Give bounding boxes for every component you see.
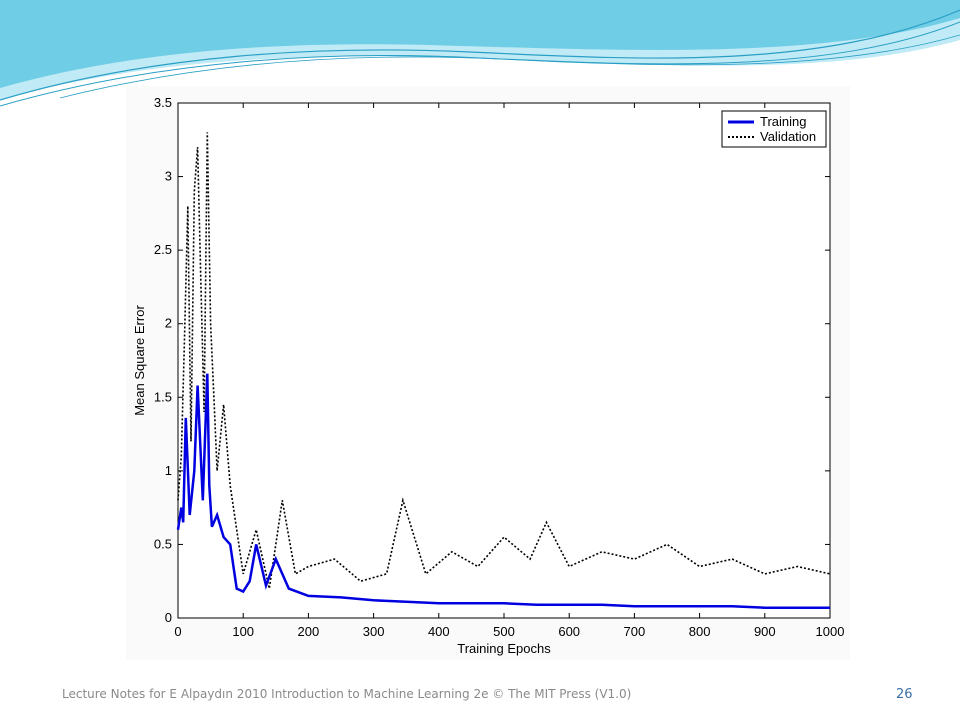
x-tick-label: 900 [754,624,776,639]
footer-note: Lecture Notes for E Alpaydın 2010 Introd… [62,687,632,701]
mse-line-chart: 0 0.5 1 1.5 2 2.5 3 3.5 0 100 200 300 400 500 600 700 80… [132,95,845,656]
x-tick-label: 700 [624,624,646,639]
x-tick-label: 1000 [816,624,845,639]
wave-line-3 [59,34,960,99]
y-tick-label: 1 [165,463,172,478]
y-tick-label: 0 [165,610,172,625]
x-tick-label: 500 [493,624,515,639]
y-tick-label: 2 [165,316,172,331]
x-axis-label: Training Epochs [457,641,551,656]
x-tick-label: 400 [428,624,450,639]
page-number: 26 [896,687,913,702]
series-line-validation [177,132,831,589]
y-tick-label: 3.5 [154,95,172,110]
x-tick-label: 200 [298,624,320,639]
legend-label-validation: Validation [760,129,816,144]
y-tick-label: 2.5 [154,242,172,257]
series-line-training [176,373,830,609]
y-tick-label: 1.5 [154,389,172,404]
x-tick-label: 0 [174,624,181,639]
wave-line-1 [0,9,960,101]
y-tick-label: 3 [165,169,172,184]
wave-mid-band [0,0,960,88]
header-wave-decoration [0,0,960,107]
y-tick-label: 0.5 [154,536,172,551]
x-tick-label: 300 [363,624,385,639]
legend-box [721,110,827,148]
x-tick-label: 100 [232,624,254,639]
plot-area [177,102,831,619]
x-tick-label: 600 [558,624,580,639]
x-tick-label: 800 [689,624,711,639]
y-axis-label: Mean Square Error [132,305,147,416]
legend-label-training: Training [760,114,806,129]
